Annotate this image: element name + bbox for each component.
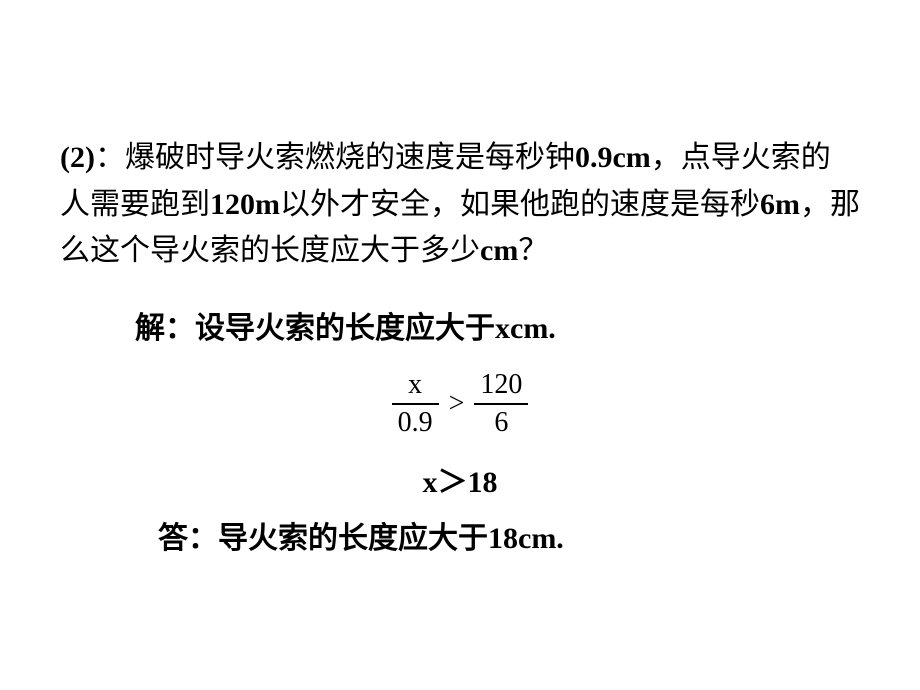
value-1: 0.9cm [575,141,651,174]
right-denominator: 6 [488,405,514,439]
left-fraction: x 0.9 [392,369,439,439]
greater-than-sign: > [449,388,465,420]
right-numerator: 120 [474,369,528,403]
answer-line: 答：导火索的长度应大于18cm. [60,513,860,557]
solution-let: 解：设导火索的长度应大于xcm. [60,303,860,347]
inequality-row: x 0.9 > 120 6 [60,369,860,439]
value-2: 120m [210,188,280,221]
problem-number: (2) [60,141,95,174]
text-seg3: 以外才安全，如果他跑的速度是每秒 [280,188,760,221]
colon: ： [95,141,125,174]
slide-content: (2)：爆破时导火索燃烧的速度是每秒钟0.9cm，点导火索的人需要跑到120m以… [0,0,920,557]
inequality-expression: x 0.9 > 120 6 [392,369,529,439]
problem-statement: (2)：爆破时导火索燃烧的速度是每秒钟0.9cm，点导火索的人需要跑到120m以… [60,135,860,275]
left-numerator: x [402,369,428,403]
result-line: x＞18 [60,457,860,501]
value-4: cm [480,234,518,267]
text-seg1: 爆破时导火索燃烧的速度是每秒钟 [125,141,575,174]
left-denominator: 0.9 [392,405,439,439]
value-3: 6m [760,188,800,221]
text-seg5: ？ [518,234,548,267]
right-fraction: 120 6 [474,369,528,439]
